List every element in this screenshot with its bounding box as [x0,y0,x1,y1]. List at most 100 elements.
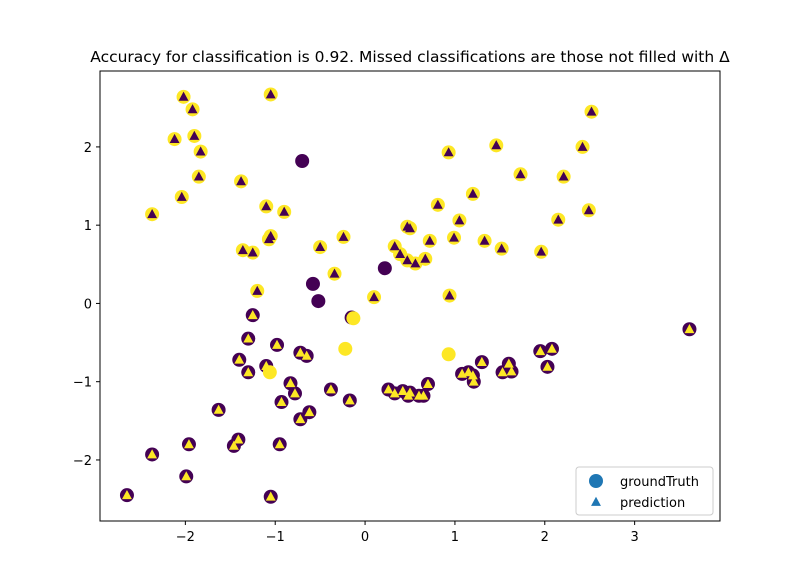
ground-truth-point [346,311,361,326]
prediction-point [467,188,478,198]
y-tick-label: −2 [73,454,92,469]
prediction-point [535,345,546,356]
prediction-point [397,385,408,395]
prediction-point [315,241,326,251]
prediction-point [503,358,514,368]
prediction-point [506,366,517,376]
prediction-point [547,343,557,353]
prediction-point [684,324,695,334]
prediction-point [147,449,158,459]
prediction-point [468,376,479,386]
prediction-point [423,378,433,388]
prediction-point [496,243,507,253]
prediction-point [304,407,315,417]
prediction-point [147,209,158,219]
prediction-point [536,246,547,256]
prediction-point [338,231,349,241]
y-tick-label: 1 [84,219,92,234]
prediction-point [405,387,415,397]
x-tick-label: −1 [266,530,285,545]
prediction-point [261,360,272,370]
prediction-point [402,255,413,265]
prediction-point [295,414,306,424]
legend-label-groundtruth: groundTruth [620,475,699,490]
prediction-point [542,361,553,371]
prediction-point [228,440,239,450]
prediction-point [252,285,263,295]
prediction-point [295,347,306,357]
x-tick-label: 3 [630,530,638,545]
prediction-point [410,258,421,268]
ground-truth-point [295,154,310,168]
prediction-point [243,367,254,377]
chart-title: Accuracy for classification is 0.92. Mis… [90,48,730,66]
legend-triangle-marker [591,496,601,506]
prediction-point [290,388,300,398]
prediction-point [443,147,454,157]
prediction-point [467,370,478,380]
prediction-point [454,215,465,225]
prediction-point [463,367,474,377]
prediction-point [586,106,597,116]
axes-frame [99,70,721,522]
prediction-point [178,91,189,101]
prediction-point [285,378,296,388]
prediction-point [325,384,336,394]
prediction-point [515,169,526,179]
ground-truth-point [338,341,353,356]
y-tick-label: 0 [84,297,92,312]
prediction-point [420,253,431,263]
prediction-point [265,491,276,501]
x-tick-label: 1 [451,530,459,545]
prediction-point [418,390,429,400]
prediction-point [276,396,287,406]
prediction-point [265,89,276,99]
ground-truth-point [377,261,392,276]
prediction-point [213,404,224,414]
prediction-point [195,146,206,156]
prediction-point [184,439,194,449]
prediction-point [237,245,248,255]
prediction-point [234,354,245,364]
prediction-point [553,214,564,224]
prediction-point [558,171,569,181]
prediction-point [261,201,272,211]
legend-label-prediction: prediction [620,496,685,511]
prediction-point [479,235,490,245]
prediction-point [169,133,180,143]
prediction-point [389,241,400,251]
prediction-point [181,471,192,481]
prediction-point [233,434,244,444]
prediction-point [193,171,204,181]
ground-truth-point [305,276,320,291]
prediction-point [247,247,258,257]
prediction-point [189,130,200,140]
prediction-point [301,350,312,360]
prediction-point [329,268,340,278]
ground-truth-point [441,347,456,362]
prediction-point [272,339,282,349]
prediction-point [389,388,400,398]
legend-box [575,466,714,516]
prediction-point [274,439,285,449]
prediction-point [344,395,355,405]
ground-truth-point [311,294,326,309]
prediction-point [444,290,455,300]
prediction-point [405,223,415,233]
prediction-point [491,140,502,150]
x-tick-label: 0 [361,530,369,545]
prediction-point [263,234,274,244]
prediction-point [424,235,435,245]
prediction-point [577,141,588,151]
prediction-point [395,248,406,259]
x-tick-label: −2 [176,530,195,545]
prediction-point [279,206,290,216]
prediction-point [449,232,459,242]
prediction-point [497,367,508,377]
x-tick-label: 2 [541,530,549,545]
legend: groundTruth prediction [575,466,714,516]
prediction-point [236,176,247,186]
legend-circle-marker [589,474,603,488]
prediction-point [432,199,443,209]
